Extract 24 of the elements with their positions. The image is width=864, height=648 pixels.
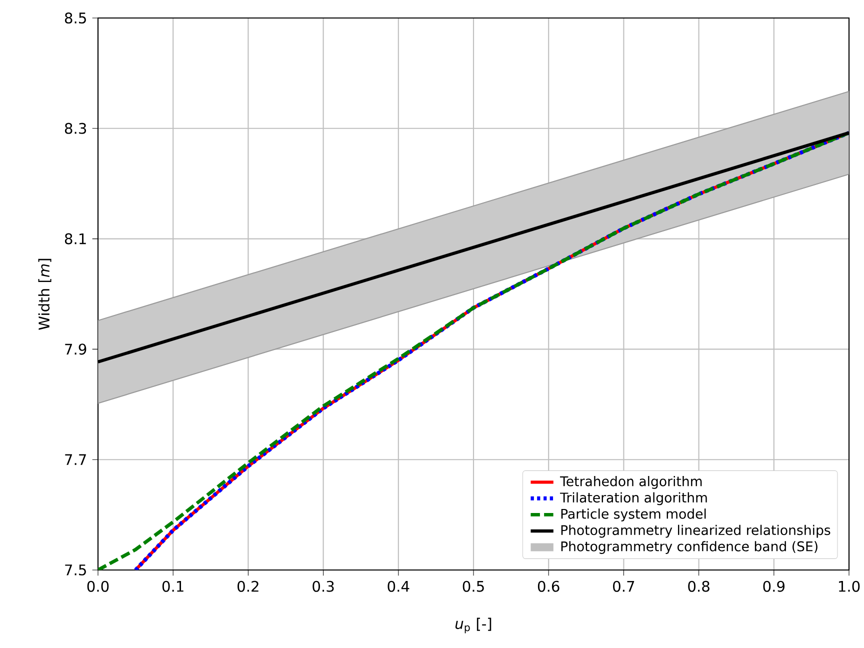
x-tick-label: 1.0 <box>838 580 860 592</box>
x-axis-title: u$_{p}$ [-] <box>455 618 492 634</box>
legend-label: Particle system model <box>561 508 706 522</box>
y-tick-label: 8.3 <box>64 122 86 134</box>
y-tick-label: 8.5 <box>64 12 86 24</box>
x-tick-label: 0.1 <box>162 580 184 592</box>
legend-label: Trilateration algorithm <box>560 492 707 506</box>
y-tick-label: 7.9 <box>65 344 86 355</box>
legend-label: Tetrahedon algorithm <box>560 476 702 489</box>
x-tick-label: 0.9 <box>763 580 784 592</box>
x-tick-label: 0.2 <box>238 580 258 592</box>
y-tick-label: 8.1 <box>64 233 86 244</box>
annotation: Photogrammetry confidence band (SE) <box>561 541 818 554</box>
x-tick-label: 0.7 <box>613 580 634 592</box>
y-tick-label: 7.7 <box>65 454 86 465</box>
x-tick-label: 0.5 <box>462 580 484 592</box>
x-tick-label: 0.0 <box>87 580 109 592</box>
x-tick-label: 0.4 <box>388 580 410 592</box>
y-tick-label: 7.5 <box>65 564 86 576</box>
x-tick-label: 0.8 <box>688 580 710 592</box>
y-axis-title: Width [m] <box>38 258 52 330</box>
x-tick-label: 0.6 <box>538 580 560 592</box>
x-tick-label: 0.3 <box>312 580 334 592</box>
legend-label: Photogrammetry linearized relationships <box>561 524 830 538</box>
